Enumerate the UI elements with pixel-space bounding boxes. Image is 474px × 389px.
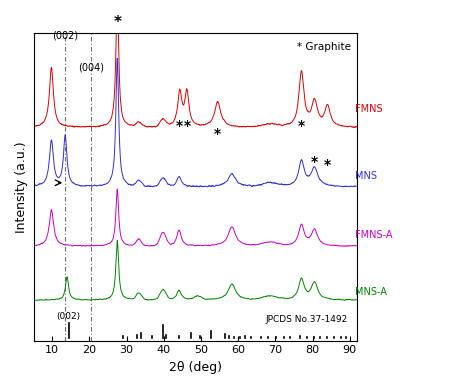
Text: *: * [183,119,191,133]
Y-axis label: Intensity (a.u.): Intensity (a.u.) [15,141,28,233]
Text: (002): (002) [56,312,81,321]
X-axis label: 2θ (deg): 2θ (deg) [169,361,222,374]
Text: MNS-A: MNS-A [356,287,387,297]
Text: FMNS-A: FMNS-A [356,230,393,240]
Text: *: * [311,155,318,169]
Text: *: * [214,127,221,141]
Text: *: * [298,119,305,133]
Text: (004): (004) [78,63,104,73]
Text: (002): (002) [52,31,78,41]
Text: *: * [324,158,331,172]
Text: JPCDS No.37-1492: JPCDS No.37-1492 [265,315,347,324]
Text: * Graphite: * Graphite [297,42,351,52]
Text: *: * [176,119,183,133]
Text: MNS: MNS [356,171,377,181]
Text: FMNS: FMNS [356,103,383,114]
Text: *: * [113,15,121,30]
